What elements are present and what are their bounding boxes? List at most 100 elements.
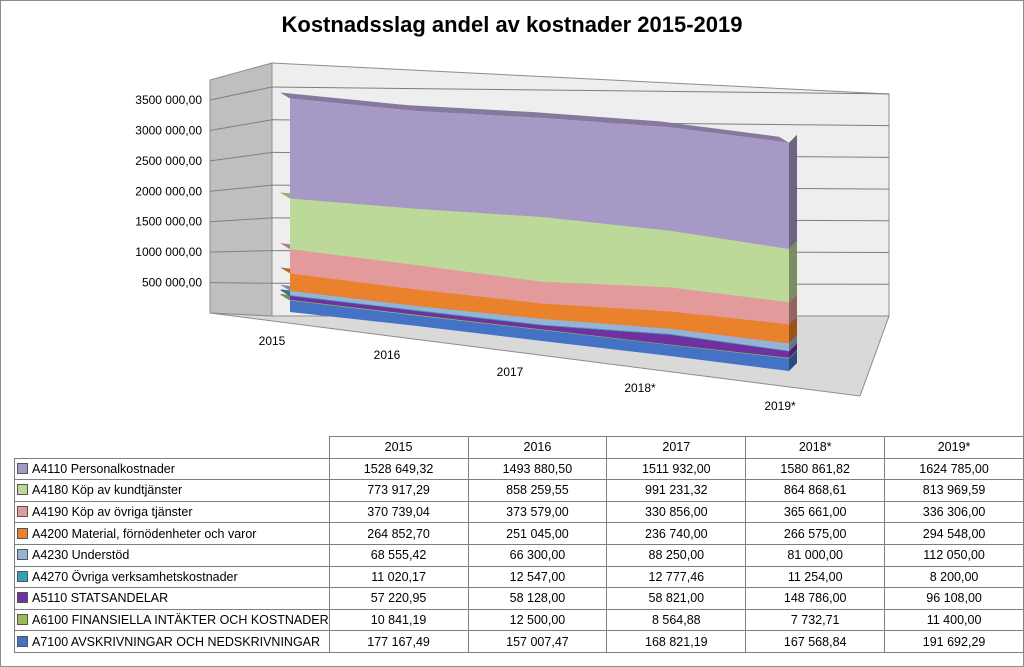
gridline-side xyxy=(209,86,273,101)
table-cell: 12 777,46 xyxy=(606,565,747,589)
chart-title: Kostnadsslag andel av kostnader 2015-201… xyxy=(281,12,743,37)
legend-swatch xyxy=(17,549,28,561)
table-cell: 1511 932,00 xyxy=(606,457,747,481)
table-cell: 858 259,55 xyxy=(467,479,608,502)
legend-swatch xyxy=(17,592,28,604)
table-cell: 96 108,00 xyxy=(884,587,1024,610)
series-side-face xyxy=(789,349,797,359)
row-label: A4230 Understöd xyxy=(14,543,330,567)
series-name: A4230 Understöd xyxy=(32,548,130,563)
table-row: A4200 Material, förnödenheter och varor 2… xyxy=(14,522,1024,545)
table-cell: 251 045,00 xyxy=(467,522,608,545)
legend-swatch xyxy=(17,484,28,496)
series-side-face xyxy=(789,316,797,344)
table-cell: 177 167,49 xyxy=(328,630,469,653)
chart-left-wall xyxy=(209,62,273,317)
table-cell: 236 740,00 xyxy=(606,522,747,545)
table-cell: 11 254,00 xyxy=(745,565,886,589)
gridline-side xyxy=(209,217,273,223)
series-area xyxy=(290,98,789,250)
column-header: 2018* xyxy=(745,436,886,459)
series-name: A4190 Köp av övriga tjänster xyxy=(32,505,193,520)
x-tick-label: 2016 xyxy=(374,348,401,362)
row-label: A4270 Övriga verksamhetskostnader xyxy=(14,565,330,589)
series-area xyxy=(290,300,789,371)
table-cell: 991 231,32 xyxy=(606,479,747,502)
table-cell: 148 786,00 xyxy=(745,587,886,610)
table-row: A4110 Personalkostnader 1528 649,32 1493 8… xyxy=(14,457,1024,481)
row-label: A4180 Köp av kundtjänster xyxy=(14,479,330,502)
y-tick-label: 3000 000,00 xyxy=(135,123,202,137)
y-tick-label: 2500 000,00 xyxy=(135,154,202,168)
row-label: A6100 FINANSIELLA INTÄKTER OCH KOSTNADER xyxy=(14,608,330,632)
row-label: A4110 Personalkostnader xyxy=(14,457,330,481)
table-header-row: 2015 2016 2017 2018* 2019* xyxy=(14,436,1024,459)
row-label: A4190 Köp av övriga tjänster xyxy=(14,500,330,524)
table-row: A4270 Övriga verksamhetskostnader 11 020,… xyxy=(14,565,1024,589)
row-label: A5110 STATSANDELAR xyxy=(14,587,330,610)
table-body: A4110 Personalkostnader 1528 649,32 1493 8… xyxy=(14,457,1024,653)
series-area xyxy=(290,198,789,303)
table-cell: 1493 880,50 xyxy=(467,457,608,481)
table-cell: 167 568,84 xyxy=(745,630,886,653)
table-cell: 168 821,19 xyxy=(606,630,747,653)
table-cell: 81 000,00 xyxy=(745,543,886,567)
table-cell: 773 917,29 xyxy=(328,479,469,502)
column-header: 2019* xyxy=(884,436,1024,459)
series-area xyxy=(290,273,789,344)
table-cell: 10 841,19 xyxy=(328,608,469,632)
table-row: A5110 STATSANDELAR 57 220,95 58 128,00 58 8… xyxy=(14,587,1024,610)
gridline-side xyxy=(209,151,273,162)
table-cell: 1580 861,82 xyxy=(745,457,886,481)
y-tick-label: 1000 000,00 xyxy=(135,245,202,259)
table-cell: 7 732,71 xyxy=(745,608,886,632)
table-cell: 11 400,00 xyxy=(884,608,1024,632)
table-cell: 191 692,29 xyxy=(884,630,1024,653)
legend-swatch xyxy=(17,635,28,647)
table-cell: 1624 785,00 xyxy=(884,457,1024,481)
table-cell: 1528 649,32 xyxy=(328,457,469,481)
table-row: A4180 Köp av kundtjänster 773 917,29 858 2… xyxy=(14,479,1024,502)
table-cell: 157 007,47 xyxy=(467,630,608,653)
table-cell: 373 579,00 xyxy=(467,500,608,524)
series-area xyxy=(290,290,789,351)
y-tick-label: 500 000,00 xyxy=(142,276,202,290)
table-cell: 264 852,70 xyxy=(328,522,469,545)
table-cell: 864 868,61 xyxy=(745,479,886,502)
table-cell: 57 220,95 xyxy=(328,587,469,610)
table-row: A4190 Köp av övriga tjänster 370 739,04 37… xyxy=(14,500,1024,524)
table-cell: 8 200,00 xyxy=(884,565,1024,589)
series-side-face xyxy=(789,343,797,358)
gridline-side xyxy=(209,250,273,253)
series-side-face xyxy=(789,294,797,325)
legend-swatch xyxy=(17,527,28,539)
table-cell: 8 564,88 xyxy=(606,608,747,632)
table-corner xyxy=(14,436,330,459)
legend-swatch xyxy=(17,506,28,518)
y-tick-label: 3500 000,00 xyxy=(135,93,202,107)
table-cell: 88 250,00 xyxy=(606,543,747,567)
table-cell: 266 575,00 xyxy=(745,522,886,545)
gridline-side xyxy=(209,184,273,192)
legend-swatch xyxy=(17,614,28,626)
series-name: A6100 FINANSIELLA INTÄKTER OCH KOSTNADER xyxy=(32,613,329,628)
series-side-face xyxy=(789,342,797,352)
data-table: 2015 2016 2017 2018* 2019* A4110 Personalkos… xyxy=(14,436,1024,653)
column-header: 2015 xyxy=(328,436,469,459)
row-label: A7100 AVSKRIVNINGAR OCH NEDSKRIVNINGAR xyxy=(14,630,330,653)
legend-swatch xyxy=(17,570,28,582)
series-side-face xyxy=(789,350,797,371)
legend-swatch xyxy=(17,462,28,474)
column-header: 2017 xyxy=(606,436,747,459)
gridline-side xyxy=(209,119,273,131)
table-cell: 365 661,00 xyxy=(745,500,886,524)
table-cell: 58 821,00 xyxy=(606,587,747,610)
table-cell: 12 547,00 xyxy=(467,565,608,589)
gridline xyxy=(271,86,890,95)
series-name: A7100 AVSKRIVNINGAR OCH NEDSKRIVNINGAR xyxy=(32,634,321,649)
series-side-face xyxy=(789,134,797,250)
row-label: A4200 Material, förnödenheter och varor xyxy=(14,522,330,545)
series-side-face xyxy=(789,335,797,351)
x-tick-label: 2018* xyxy=(624,381,656,395)
gridline-side xyxy=(209,282,273,284)
